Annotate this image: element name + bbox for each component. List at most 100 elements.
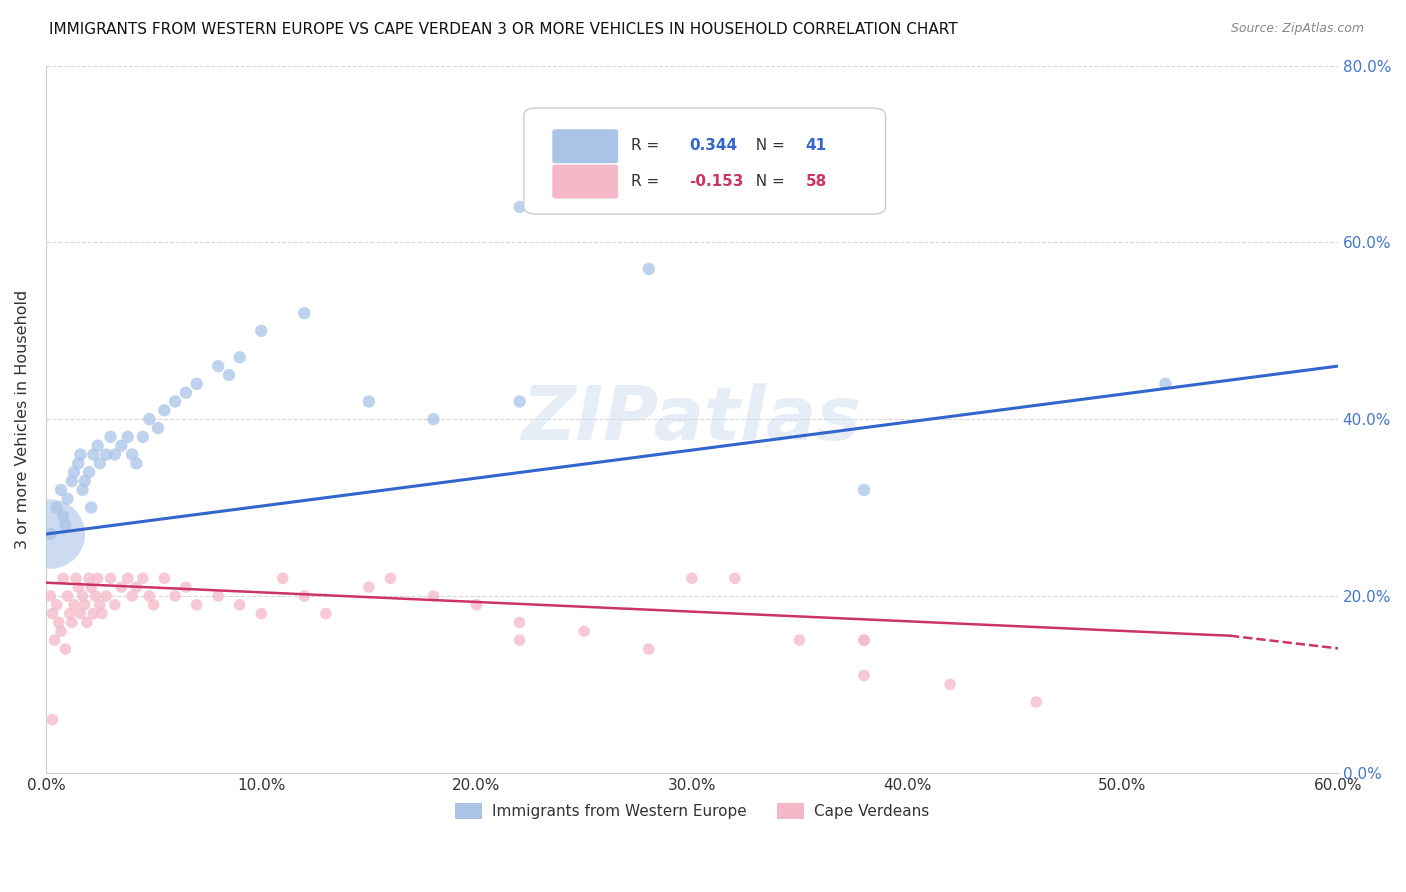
Point — [132, 430, 155, 444]
Point — [44, 633, 66, 648]
Text: R =: R = — [631, 174, 664, 189]
Point — [207, 359, 229, 373]
Point — [228, 351, 250, 365]
Point — [121, 448, 143, 462]
Point — [49, 483, 72, 497]
Point — [60, 615, 83, 630]
Point — [80, 500, 103, 515]
Point — [117, 430, 139, 444]
FancyBboxPatch shape — [524, 108, 886, 214]
Point — [86, 571, 108, 585]
Point — [1154, 376, 1177, 391]
FancyBboxPatch shape — [553, 165, 619, 199]
Point — [104, 598, 127, 612]
Point — [86, 439, 108, 453]
Text: -0.153: -0.153 — [689, 174, 744, 189]
Point — [250, 324, 273, 338]
Point — [67, 456, 90, 470]
Point — [69, 448, 91, 462]
Point — [228, 598, 250, 612]
Point — [67, 580, 90, 594]
Point — [117, 571, 139, 585]
Point — [153, 571, 176, 585]
Legend: Immigrants from Western Europe, Cape Verdeans: Immigrants from Western Europe, Cape Ver… — [449, 797, 935, 825]
Y-axis label: 3 or more Vehicles in Household: 3 or more Vehicles in Household — [15, 290, 30, 549]
Point — [72, 483, 94, 497]
Point — [96, 448, 118, 462]
Point — [89, 456, 111, 470]
Point — [39, 589, 62, 603]
Text: R =: R = — [631, 138, 664, 153]
Text: Source: ZipAtlas.com: Source: ZipAtlas.com — [1230, 22, 1364, 36]
Point — [53, 518, 76, 533]
Point — [292, 306, 315, 320]
Point — [789, 633, 811, 648]
Point — [146, 421, 169, 435]
Point — [186, 598, 208, 612]
Point — [218, 368, 240, 382]
Point — [110, 580, 132, 594]
Point — [724, 571, 747, 585]
Point — [104, 448, 127, 462]
Point — [39, 527, 62, 541]
Point — [292, 589, 315, 603]
Point — [250, 607, 273, 621]
FancyBboxPatch shape — [553, 129, 619, 163]
Point — [69, 607, 91, 621]
Point — [82, 607, 104, 621]
Point — [73, 474, 96, 488]
Point — [142, 598, 165, 612]
Point — [125, 456, 148, 470]
Point — [509, 633, 531, 648]
Point — [41, 607, 63, 621]
Point — [165, 589, 187, 603]
Point — [165, 394, 187, 409]
Text: 58: 58 — [806, 174, 827, 189]
Point — [132, 571, 155, 585]
Point — [63, 465, 86, 479]
Point — [853, 633, 876, 648]
Point — [853, 668, 876, 682]
Text: IMMIGRANTS FROM WESTERN EUROPE VS CAPE VERDEAN 3 OR MORE VEHICLES IN HOUSEHOLD C: IMMIGRANTS FROM WESTERN EUROPE VS CAPE V… — [49, 22, 957, 37]
Point — [315, 607, 337, 621]
Point — [637, 261, 659, 276]
Point — [39, 527, 62, 541]
Point — [465, 598, 488, 612]
Point — [77, 465, 100, 479]
Point — [509, 615, 531, 630]
Point — [63, 598, 86, 612]
Point — [121, 589, 143, 603]
Point — [357, 580, 380, 594]
Point — [41, 713, 63, 727]
Point — [853, 483, 876, 497]
Point — [138, 589, 160, 603]
Point — [91, 607, 114, 621]
Point — [939, 677, 962, 691]
Point — [509, 394, 531, 409]
Point — [422, 412, 444, 426]
Point — [357, 394, 380, 409]
Text: N =: N = — [747, 138, 790, 153]
Point — [60, 474, 83, 488]
Point — [125, 580, 148, 594]
Point — [100, 430, 122, 444]
Point — [76, 615, 98, 630]
Text: ZIPatlas: ZIPatlas — [522, 383, 862, 456]
Point — [84, 589, 107, 603]
Point — [1025, 695, 1047, 709]
Point — [53, 642, 76, 657]
Point — [80, 580, 103, 594]
Point — [207, 589, 229, 603]
Point — [52, 571, 75, 585]
Point — [153, 403, 176, 417]
Point — [72, 589, 94, 603]
Point — [100, 571, 122, 585]
Point — [89, 598, 111, 612]
Point — [174, 385, 197, 400]
Point — [637, 642, 659, 657]
Point — [96, 589, 118, 603]
Point — [509, 200, 531, 214]
Point — [65, 571, 87, 585]
Text: 41: 41 — [806, 138, 827, 153]
Point — [56, 491, 79, 506]
